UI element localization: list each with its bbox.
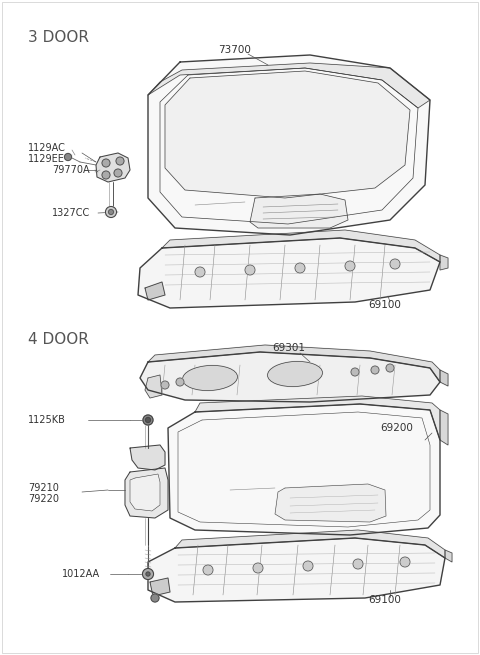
Text: 1125KB: 1125KB bbox=[28, 415, 66, 425]
Polygon shape bbox=[148, 345, 440, 382]
Circle shape bbox=[386, 364, 394, 372]
Circle shape bbox=[203, 565, 213, 575]
Polygon shape bbox=[145, 282, 165, 300]
Polygon shape bbox=[175, 530, 445, 558]
Circle shape bbox=[345, 261, 355, 271]
Text: 73700: 73700 bbox=[218, 45, 251, 55]
Polygon shape bbox=[130, 445, 165, 470]
Polygon shape bbox=[148, 63, 430, 108]
Text: 1129AC: 1129AC bbox=[28, 143, 66, 153]
Text: 79220: 79220 bbox=[28, 494, 59, 504]
Polygon shape bbox=[445, 550, 452, 562]
Circle shape bbox=[295, 263, 305, 273]
Text: 69100: 69100 bbox=[368, 595, 401, 605]
Circle shape bbox=[161, 381, 169, 389]
Circle shape bbox=[371, 366, 379, 374]
Text: 4 DOOR: 4 DOOR bbox=[28, 333, 89, 348]
Polygon shape bbox=[145, 375, 162, 398]
Polygon shape bbox=[195, 396, 440, 440]
Polygon shape bbox=[440, 370, 448, 386]
Circle shape bbox=[351, 368, 359, 376]
Polygon shape bbox=[130, 474, 160, 511]
Polygon shape bbox=[125, 468, 168, 518]
Text: 3 DOOR: 3 DOOR bbox=[28, 31, 89, 45]
Polygon shape bbox=[168, 404, 440, 535]
Circle shape bbox=[390, 259, 400, 269]
Text: 1129EE: 1129EE bbox=[28, 154, 65, 164]
Circle shape bbox=[108, 210, 113, 214]
Polygon shape bbox=[138, 238, 440, 308]
Polygon shape bbox=[148, 55, 430, 235]
Circle shape bbox=[64, 153, 72, 160]
Circle shape bbox=[151, 594, 159, 602]
Circle shape bbox=[114, 169, 122, 177]
Text: 79770A: 79770A bbox=[52, 165, 90, 175]
Circle shape bbox=[145, 417, 151, 422]
Circle shape bbox=[303, 561, 313, 571]
Text: 69100: 69100 bbox=[368, 300, 401, 310]
Circle shape bbox=[106, 206, 117, 217]
Circle shape bbox=[245, 265, 255, 275]
Text: 1012AA: 1012AA bbox=[62, 569, 100, 579]
Polygon shape bbox=[140, 352, 440, 402]
Circle shape bbox=[143, 415, 153, 425]
Circle shape bbox=[116, 157, 124, 165]
Circle shape bbox=[143, 569, 154, 580]
Polygon shape bbox=[440, 255, 448, 270]
Circle shape bbox=[146, 572, 150, 576]
Polygon shape bbox=[275, 484, 386, 522]
Text: 69301: 69301 bbox=[272, 343, 305, 353]
Circle shape bbox=[176, 378, 184, 386]
Ellipse shape bbox=[182, 365, 238, 390]
Circle shape bbox=[253, 563, 263, 573]
Circle shape bbox=[102, 159, 110, 167]
Circle shape bbox=[102, 171, 110, 179]
Polygon shape bbox=[150, 578, 170, 596]
Polygon shape bbox=[165, 71, 410, 198]
Text: 1327CC: 1327CC bbox=[52, 208, 90, 218]
Polygon shape bbox=[250, 194, 348, 228]
Polygon shape bbox=[440, 410, 448, 445]
Polygon shape bbox=[162, 230, 440, 262]
Text: 79210: 79210 bbox=[28, 483, 59, 493]
Circle shape bbox=[400, 557, 410, 567]
Text: 69200: 69200 bbox=[380, 423, 413, 433]
Circle shape bbox=[353, 559, 363, 569]
Ellipse shape bbox=[267, 362, 323, 386]
Circle shape bbox=[195, 267, 205, 277]
Polygon shape bbox=[96, 153, 130, 182]
Polygon shape bbox=[148, 538, 445, 602]
